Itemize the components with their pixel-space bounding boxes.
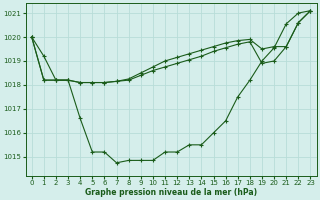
X-axis label: Graphe pression niveau de la mer (hPa): Graphe pression niveau de la mer (hPa) bbox=[85, 188, 257, 197]
